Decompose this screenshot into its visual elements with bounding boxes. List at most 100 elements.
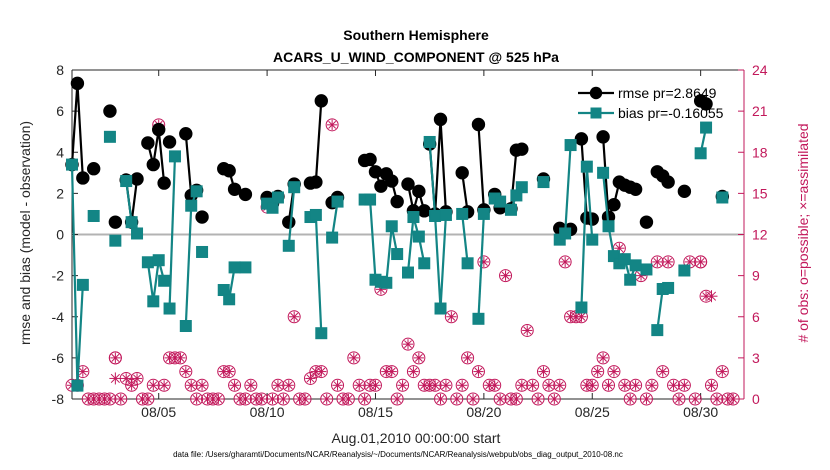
- obs-circle: [520, 323, 534, 337]
- bias-point: [439, 208, 452, 221]
- y-tick-label: 2: [56, 185, 64, 201]
- obs-circle: [358, 392, 372, 406]
- obs-spoke: [105, 395, 114, 403]
- obs-count-marker: [645, 378, 659, 392]
- obs-circle: [656, 365, 670, 379]
- rmse-point: [103, 104, 117, 118]
- rmse-point: [515, 142, 529, 156]
- bias-line: [168, 156, 177, 309]
- bias-point: [266, 201, 279, 214]
- obs-circle: [412, 351, 426, 365]
- bias-point: [239, 261, 252, 274]
- obs-spoke: [187, 381, 196, 390]
- bias-point: [196, 245, 209, 258]
- rmse-point: [412, 184, 426, 199]
- bias-point: [694, 147, 707, 160]
- obs-circle: [629, 378, 643, 392]
- legend-bias-label: bias pr=-0.16055: [618, 105, 724, 121]
- obs-circle: [444, 310, 458, 324]
- bias-point: [640, 263, 653, 276]
- x-tick-label: 08/05: [141, 404, 176, 420]
- rmse-series: [65, 76, 730, 239]
- bias-line: [310, 213, 323, 334]
- rmse-point: [433, 112, 448, 127]
- bias-point: [282, 239, 295, 252]
- obs-spoke: [555, 381, 564, 390]
- obs-count-marker: [228, 378, 242, 392]
- obs-count-marker: [190, 392, 204, 406]
- obs-circle: [596, 351, 610, 365]
- x-tick-label: 08/30: [683, 404, 718, 420]
- obs-spoke: [257, 395, 266, 403]
- x-tick-label: 08/25: [575, 404, 610, 420]
- obs-circle: [130, 371, 144, 385]
- obs-spoke: [393, 395, 402, 403]
- bias-point: [288, 181, 301, 194]
- bias-point: [494, 195, 507, 208]
- bias-point: [385, 220, 398, 233]
- obs-circle: [331, 378, 345, 392]
- obs-circle: [558, 255, 572, 269]
- obs-spoke: [653, 257, 662, 266]
- obs-count-marker: [536, 365, 550, 379]
- obs-circle: [526, 378, 540, 392]
- rmse-point: [86, 162, 101, 176]
- obs-spoke: [160, 381, 169, 390]
- y-axis-label: rmse and bias (model - observation): [17, 121, 33, 345]
- bias-point: [618, 253, 631, 266]
- bias-point: [103, 130, 116, 143]
- obs-circle: [547, 392, 561, 406]
- obs-circle: [607, 365, 621, 379]
- obs-count-marker: [553, 378, 567, 392]
- obs-circle: [341, 392, 355, 406]
- obs-spoke: [707, 381, 716, 390]
- rmse-point: [385, 174, 399, 188]
- bias-point: [120, 175, 133, 188]
- bias-point: [125, 216, 138, 229]
- legend-rmse-marker: [589, 86, 603, 100]
- bias-line: [70, 164, 84, 386]
- rmse-point: [179, 127, 193, 141]
- obs-spoke: [675, 395, 683, 403]
- obs-circle: [439, 378, 453, 392]
- bias-point: [716, 191, 729, 204]
- data-file-footnote: data file: /Users/gharamti/Documents/NCA…: [173, 450, 623, 459]
- obs-spoke: [360, 395, 369, 403]
- obs-circle: [282, 378, 296, 392]
- obs-spoke: [664, 257, 673, 266]
- obs-count-marker: [509, 392, 523, 406]
- obs-spoke: [387, 367, 396, 376]
- rmse-point: [130, 172, 144, 186]
- obs-count-marker: [141, 392, 155, 406]
- rmse-point: [152, 122, 166, 137]
- obs-spoke: [604, 381, 613, 390]
- obs-count-marker: [618, 378, 632, 392]
- bias-point: [537, 176, 550, 189]
- obs-circle: [645, 378, 659, 392]
- obs-count-marker: [520, 323, 534, 337]
- obs-spoke: [647, 381, 656, 390]
- rmse-point: [195, 210, 209, 224]
- obs-count-marker: [526, 378, 540, 392]
- obs-spoke: [230, 381, 239, 390]
- bias-point: [163, 302, 176, 315]
- rmse-point: [661, 175, 675, 189]
- chart-title: Southern Hemisphere: [343, 27, 489, 43]
- obs-circle: [141, 392, 155, 406]
- rmse-point: [374, 179, 388, 193]
- obs-spoke: [685, 257, 694, 266]
- obs-spoke: [328, 120, 337, 129]
- obs-circle: [499, 269, 513, 283]
- obs-assimilated-spoke: [706, 291, 717, 301]
- obs-count-marker: [477, 255, 491, 269]
- obs-count-marker: [661, 255, 675, 269]
- obs-circle: [553, 378, 567, 392]
- rmse-point: [282, 215, 296, 229]
- obs-count-markers: [65, 118, 740, 406]
- bias-line: [461, 213, 469, 264]
- obs-count-marker: [596, 351, 610, 365]
- bias-point: [315, 327, 328, 340]
- bias-point: [624, 273, 637, 286]
- y-tick-label: -6: [52, 350, 65, 366]
